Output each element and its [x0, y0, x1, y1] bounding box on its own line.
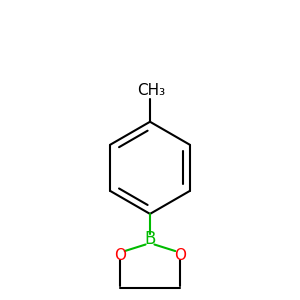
Text: O: O	[174, 248, 186, 263]
Text: O: O	[114, 248, 126, 263]
Text: CH₃: CH₃	[137, 83, 166, 98]
Text: B: B	[144, 230, 156, 248]
